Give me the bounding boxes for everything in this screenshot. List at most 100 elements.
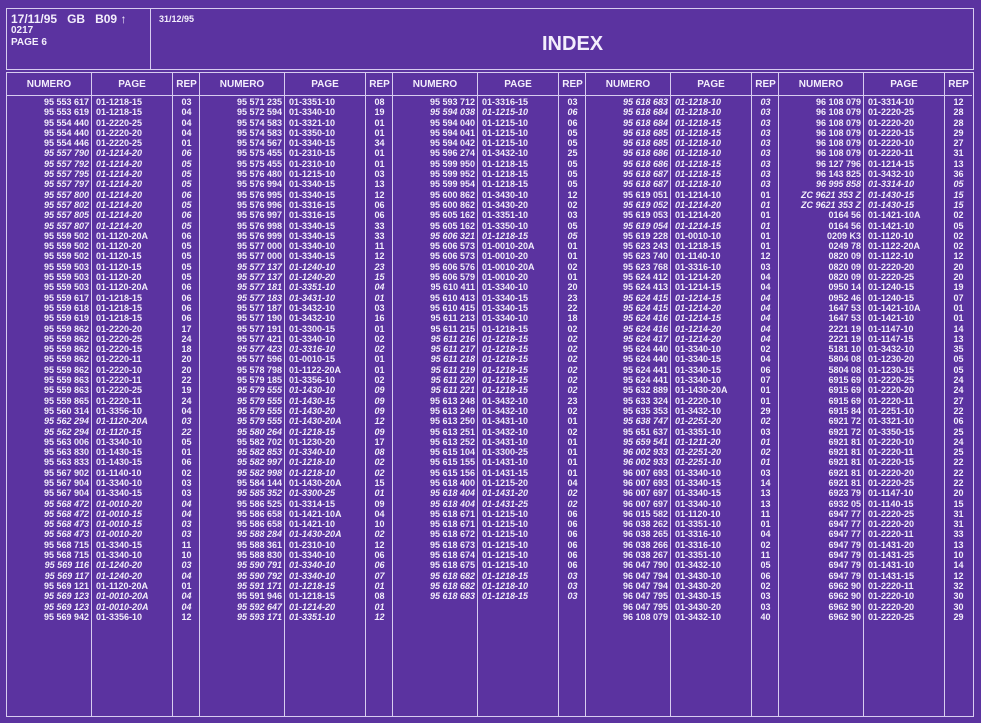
cell-page: 01-3432-10: [868, 169, 915, 180]
cell-rep: 08: [374, 447, 385, 458]
cell-numero: 6947 77: [828, 529, 861, 540]
table-row: 6932 05 01-1140-15 15: [779, 499, 972, 509]
table-row: 95 578 798 01-1122-20A 01: [200, 365, 393, 375]
cell-page: 01-0010-20: [96, 498, 143, 509]
cell-numero: 95 624 441: [622, 375, 668, 386]
cell-page: 01-1140-10: [96, 467, 142, 478]
cell-page: 01-2310-15: [289, 148, 336, 159]
cell-rep: 02: [374, 529, 385, 540]
cell-page: 01-0010-20: [482, 272, 529, 283]
table-row: 95 611 220 01-1218-15 02: [393, 375, 586, 385]
table-row: 2221 19 01-1147-10 14: [779, 324, 972, 334]
cell-rep: 08: [374, 97, 385, 107]
table-row: 95 577 137 01-1240-10 23: [200, 262, 393, 272]
cell-numero: 96 108 079: [622, 611, 668, 622]
cell-page: 01-1215-10: [482, 127, 529, 138]
cell-numero: 95 618 683: [429, 591, 475, 602]
table-row: 96 108 079 01-2220-10 27: [779, 138, 972, 148]
cell-numero: 95 576 997: [236, 210, 282, 221]
cell-page: 01-1430-20A: [289, 529, 342, 540]
cell-numero: 6962 90: [828, 580, 861, 591]
cell-page: 01-3340-10: [675, 498, 722, 509]
table-row: 95 568 715 01-3340-10 10: [7, 550, 200, 560]
cell-numero: 95 594 038: [429, 107, 475, 118]
table-row: 96 007 693 01-3340-15 14: [586, 478, 779, 488]
cell-page: 01-2220-25: [96, 138, 143, 149]
column-divider: [863, 73, 864, 716]
cell-page: 01-3316-10: [289, 344, 336, 355]
header-page-col: PAGE: [504, 79, 532, 90]
cell-page: 01-2251-10: [675, 457, 722, 468]
cell-page: 01-3340-10: [289, 560, 336, 571]
cell-rep: 04: [760, 529, 771, 540]
table-row: 95 580 264 01-1218-15 09: [200, 427, 393, 437]
cell-numero: 95 568 715: [43, 550, 89, 561]
cell-page: 01-3340-10: [675, 375, 722, 386]
cell-rep: 01: [760, 210, 771, 221]
table-row: 95 613 249 01-3432-10 02: [393, 406, 586, 416]
table-row: 95 579 185 01-3356-10 02: [200, 375, 393, 385]
cell-numero: 95 618 687: [622, 179, 668, 190]
cell-rep: 04: [181, 107, 192, 118]
cell-numero: 95 577 181: [236, 282, 282, 293]
cell-rep: 12: [953, 570, 964, 581]
table-row: 95 559 862 01-2220-11 20: [7, 354, 200, 364]
row-list: 95 553 617 01-1218-15 03 95 553 619 01-1218-…: [7, 97, 200, 622]
cell-page: 01-3340-10: [289, 550, 336, 561]
cell-rep: 24: [181, 333, 192, 344]
table-row: 95 576 999 01-3340-15 33: [200, 231, 393, 241]
cell-page: 01-1147-15: [868, 333, 914, 344]
header-rep: REP: [369, 79, 390, 90]
cell-page: 01-1230-20: [868, 354, 915, 365]
table-row: 95 618 686 01-1218-15 03: [586, 159, 779, 169]
table-row: 95 579 555 01-1430-15 09: [200, 396, 393, 406]
cell-page: 01-1214-20: [96, 179, 143, 190]
cell-numero: 95 554 440: [43, 117, 89, 128]
cell-numero: 95 559 862: [43, 344, 89, 355]
cell-page: 01-1240-20: [96, 570, 143, 581]
table-row: 95 557 790 01-1214-20 06: [7, 148, 200, 158]
table-row: 95 590 792 01-3340-10 07: [200, 571, 393, 581]
cell-rep: 25: [953, 426, 964, 437]
cell-numero: 95 590 792: [236, 570, 282, 581]
cell-numero: 95 568 472: [43, 508, 89, 519]
table-row: 6947 77 01-2220-20 31: [779, 519, 972, 529]
cell-rep: 02: [567, 261, 578, 272]
cell-page: 01-1120-20A: [96, 580, 149, 591]
cell-numero: 95 567 902: [43, 467, 89, 478]
cell-page: 01-1421-10: [868, 220, 915, 231]
cell-page: 01-1218-15: [482, 570, 529, 581]
cell-page: 01-1218-10: [675, 148, 722, 159]
cell-numero: 95 577 187: [236, 302, 282, 313]
cell-page: 01-3340-15: [289, 220, 336, 231]
cell-page: 01-2220-10: [868, 591, 915, 602]
cell-page: 01-2251-10: [868, 405, 915, 416]
cell-numero: 96 015 582: [622, 508, 668, 519]
cell-page: 01-3300-15: [289, 323, 336, 334]
cell-numero: 95 599 950: [429, 158, 475, 169]
cell-page: 01-3321-10: [868, 416, 915, 427]
cell-rep: 20: [567, 282, 578, 293]
table-row: 95 594 042 01-1215-10 05: [393, 138, 586, 148]
cell-rep: 05: [567, 179, 578, 190]
cell-rep: 02: [374, 457, 385, 468]
table-row: 95 638 747 01-2251-20 02: [586, 416, 779, 426]
cell-rep: 09: [374, 395, 385, 406]
table-row: 96 108 079 01-2220-20 28: [779, 118, 972, 128]
table-row: 95 577 137 01-1240-20 15: [200, 272, 393, 282]
cell-rep: 06: [181, 148, 192, 159]
cell-page: 01-2220-20: [868, 467, 915, 478]
table-row: 96 015 582 01-1120-10 11: [586, 509, 779, 519]
cell-page: 01-3432-10: [482, 405, 529, 416]
table-row: 95 557 792 01-1214-20 05: [7, 159, 200, 169]
cell-page: 01-3340-10: [289, 570, 336, 581]
table-row: 95 618 404 01-1431-25 02: [393, 499, 586, 509]
cell-numero: 95 618 684: [622, 107, 668, 118]
cell-numero: 95 559 502: [43, 241, 89, 252]
cell-numero: 95 606 573: [429, 241, 475, 252]
cell-rep: 03: [374, 302, 385, 313]
cell-rep: 04: [181, 117, 192, 128]
cell-rep: 18: [181, 344, 192, 355]
table-row: 0950 14 01-1240-15 19: [779, 282, 972, 292]
cell-rep: 17: [374, 436, 385, 447]
